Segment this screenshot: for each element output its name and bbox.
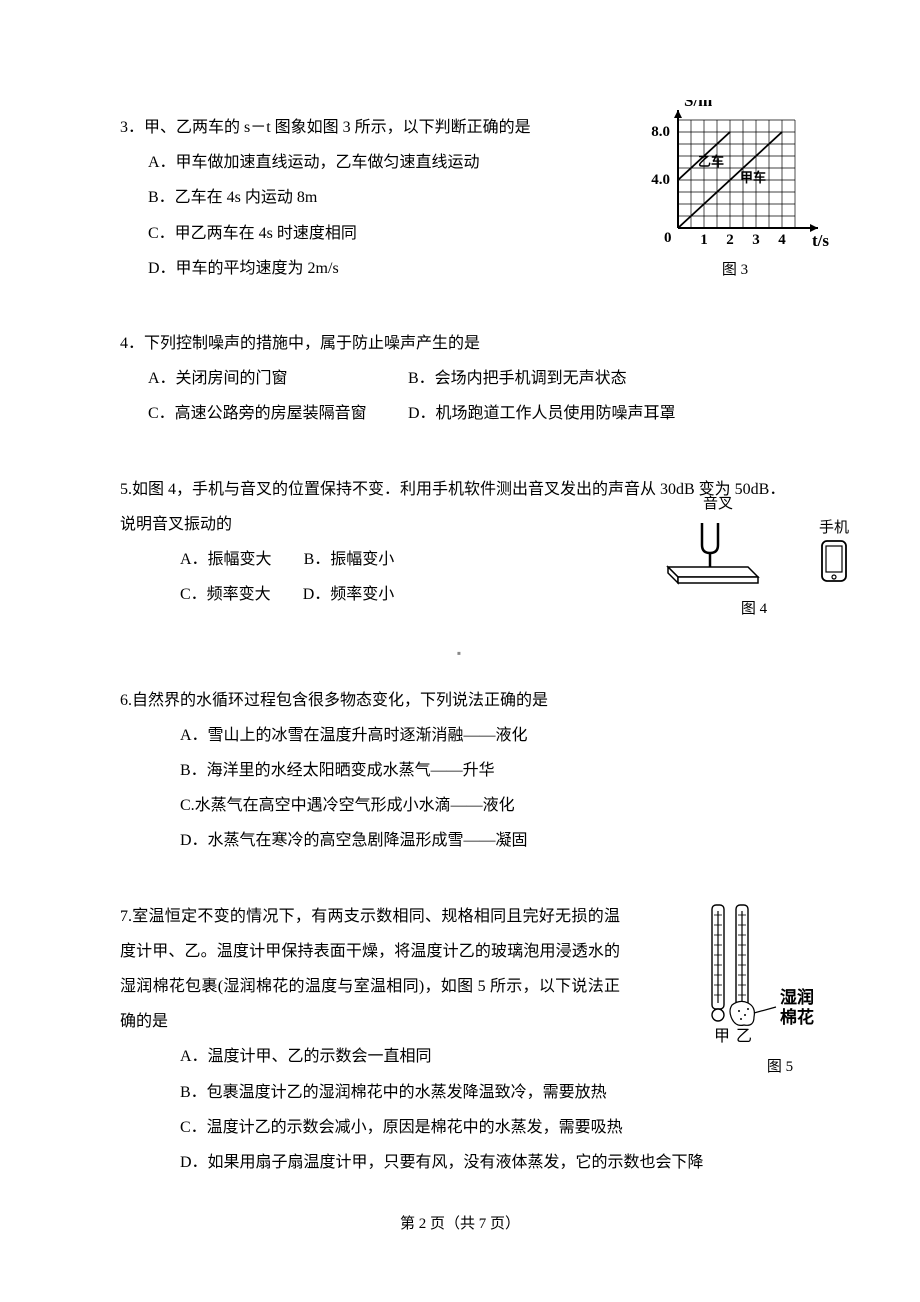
q7-opt-d: D．如果用扇子扇温度计甲，只要有风，没有液体蒸发，它的示数也会下降 <box>180 1145 800 1180</box>
q4-stem: 4．下列控制噪声的措施中，属于防止噪声产生的是 <box>120 326 800 361</box>
q5-opt-c: C．频率变大 <box>180 577 271 612</box>
q5-opt-a: A．振幅变大 <box>180 542 272 577</box>
figure-3: 4.0 8.0 1 2 3 4 0 S/m t/s 乙车 甲车 图 3 <box>630 100 840 287</box>
fig3-ytick-4: 4.0 <box>651 172 670 188</box>
svg-text:0: 0 <box>664 230 672 246</box>
q7-opt-c: C．温度计乙的示数会减小，原因是棉花中的水蒸发，需要吸热 <box>180 1110 800 1145</box>
q3-opt-b: B．乙车在 4s 内运动 8m <box>148 180 600 215</box>
fig5-caption: 图 5 <box>710 1051 850 1084</box>
q6-stem: 6.自然界的水循环过程包含很多物态变化，下列说法正确的是 <box>120 683 800 718</box>
q4-opt-b: B．会场内把手机调到无声状态 <box>408 361 627 396</box>
fig3-jia-label: 甲车 <box>740 170 766 185</box>
fig5-jia-label: 甲 <box>714 1028 730 1045</box>
question-6: 6.自然界的水循环过程包含很多物态变化，下列说法正确的是 A．雪山上的冰雪在温度… <box>120 683 800 859</box>
q4-opt-c: C．高速公路旁的房屋装隔音窗 <box>148 396 408 431</box>
thermometer-icon: 甲 乙 湿润 棉花 <box>680 899 850 1049</box>
question-7: 7.室温恒定不变的情况下，有两支示数相同、规格相同且完好无损的温度计甲、乙。温度… <box>120 899 800 1181</box>
q3-opt-a: A．甲车做加速直线运动，乙车做匀速直线运动 <box>148 145 600 180</box>
q6-opt-a: A．雪山上的冰雪在温度升高时逐渐消融——液化 <box>180 718 800 753</box>
fig5-yi-label: 乙 <box>736 1028 752 1045</box>
q3-stem: 3．甲、乙两车的 s－t 图象如图 3 所示，以下判断正确的是 <box>120 110 600 145</box>
fig5-cotton-2: 棉花 <box>780 1007 814 1027</box>
page-footer: 第 2 页（共 7 页） <box>120 1208 800 1241</box>
fig3-xtick-3: 3 <box>752 232 760 248</box>
fig4-fork-label: 音叉 <box>658 494 778 515</box>
fig3-xtick-2: 2 <box>726 232 734 248</box>
fig3-xtick-4: 4 <box>778 232 786 248</box>
q3-opt-d: D．甲车的平均速度为 2m/s <box>148 251 600 286</box>
q7-stem: 7.室温恒定不变的情况下，有两支示数相同、规格相同且完好无损的温度计甲、乙。温度… <box>120 899 620 1040</box>
q4-opt-a: A．关闭房间的门窗 <box>148 361 408 396</box>
question-4: 4．下列控制噪声的措施中，属于防止噪声产生的是 A．关闭房间的门窗 B．会场内把… <box>120 326 800 432</box>
figure-4: 音叉 手机 <box>658 494 850 626</box>
fig3-xtick-1: 1 <box>700 232 708 248</box>
fig4-phone-label: 手机 <box>818 518 850 539</box>
phone-icon <box>818 539 850 585</box>
question-3: 3．甲、乙两车的 s－t 图象如图 3 所示，以下判断正确的是 A．甲车做加速直… <box>120 110 800 286</box>
fig5-cotton-1: 湿润 <box>780 987 814 1007</box>
q6-opt-d: D．水蒸气在寒冷的高空急剧降温形成雪——凝固 <box>180 823 800 858</box>
fig4-caption: 图 4 <box>658 593 850 626</box>
q5-opt-d: D．频率变小 <box>303 577 395 612</box>
fig3-yi-label: 乙车 <box>698 154 724 169</box>
tuning-fork-icon <box>658 515 778 585</box>
q6-opt-c: C.水蒸气在高空中遇冷空气形成小水滴——液化 <box>180 788 800 823</box>
q4-opt-d: D．机场跑道工作人员使用防噪声耳罩 <box>408 396 676 431</box>
fig3-ytick-8: 8.0 <box>651 124 670 140</box>
figure-5: 甲 乙 湿润 棉花 图 5 <box>680 899 850 1084</box>
fig3-caption: 图 3 <box>630 254 840 287</box>
question-5: 5.如图 4，手机与音叉的位置保持不变．利用手机软件测出音叉发出的声音从 30d… <box>120 472 800 613</box>
q6-opt-b: B．海洋里的水经太阳晒变成水蒸气——升华 <box>180 753 800 788</box>
q5-opt-b: B．振幅变小 <box>304 542 395 577</box>
fig3-xlabel: t/s <box>812 231 829 250</box>
separator-dot: ▪ <box>120 640 800 666</box>
q3-opt-c: C．甲乙两车在 4s 时速度相同 <box>148 216 600 251</box>
fig3-ylabel: S/m <box>684 100 712 110</box>
